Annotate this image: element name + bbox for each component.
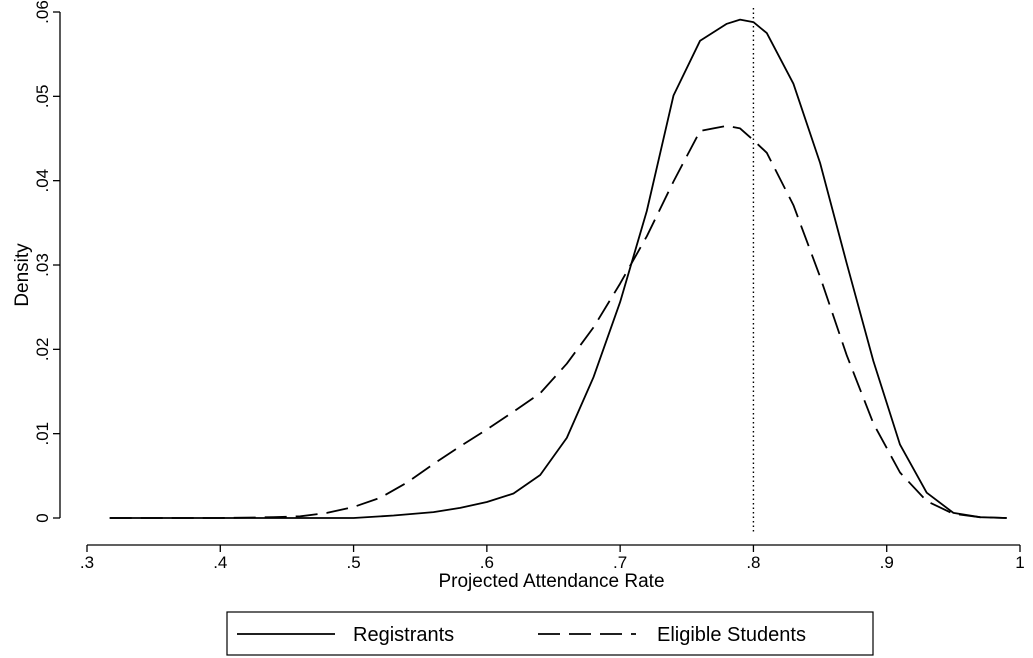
y-tick-label: .06 bbox=[33, 0, 52, 24]
x-tick-label: .8 bbox=[746, 553, 760, 572]
series-line-eligible-students bbox=[109, 124, 1007, 519]
axes: 0 .01 .02 .03 .04 .05 .06 .3 .4 .5 .6 .7 .8 .9 1 bbox=[33, 0, 1025, 572]
x-tick-label: .4 bbox=[213, 553, 227, 572]
plot-area bbox=[109, 8, 1007, 533]
series-line-registrants bbox=[109, 18, 1007, 519]
y-tick-label: .02 bbox=[33, 338, 52, 362]
y-tick-label: .03 bbox=[33, 253, 52, 277]
y-tick-label: .01 bbox=[33, 422, 52, 446]
x-tick-label: 1 bbox=[1015, 553, 1024, 572]
legend-label-registrants: Registrants bbox=[353, 624, 454, 646]
legend: Registrants Eligible Students bbox=[226, 611, 874, 656]
y-tick-label: .05 bbox=[33, 85, 52, 109]
x-tick-label: .9 bbox=[880, 553, 894, 572]
y-axis-title: Density bbox=[12, 243, 33, 307]
x-tick-label: .3 bbox=[80, 553, 94, 572]
y-tick-label: .04 bbox=[33, 169, 52, 193]
y-tick-label: 0 bbox=[33, 513, 52, 522]
x-tick-label: .7 bbox=[613, 553, 627, 572]
legend-label-eligible-students: Eligible Students bbox=[657, 624, 806, 646]
x-axis-title: Projected Attendance Rate bbox=[438, 571, 664, 592]
x-tick-label: .5 bbox=[346, 553, 360, 572]
x-tick-label: .6 bbox=[480, 553, 494, 572]
